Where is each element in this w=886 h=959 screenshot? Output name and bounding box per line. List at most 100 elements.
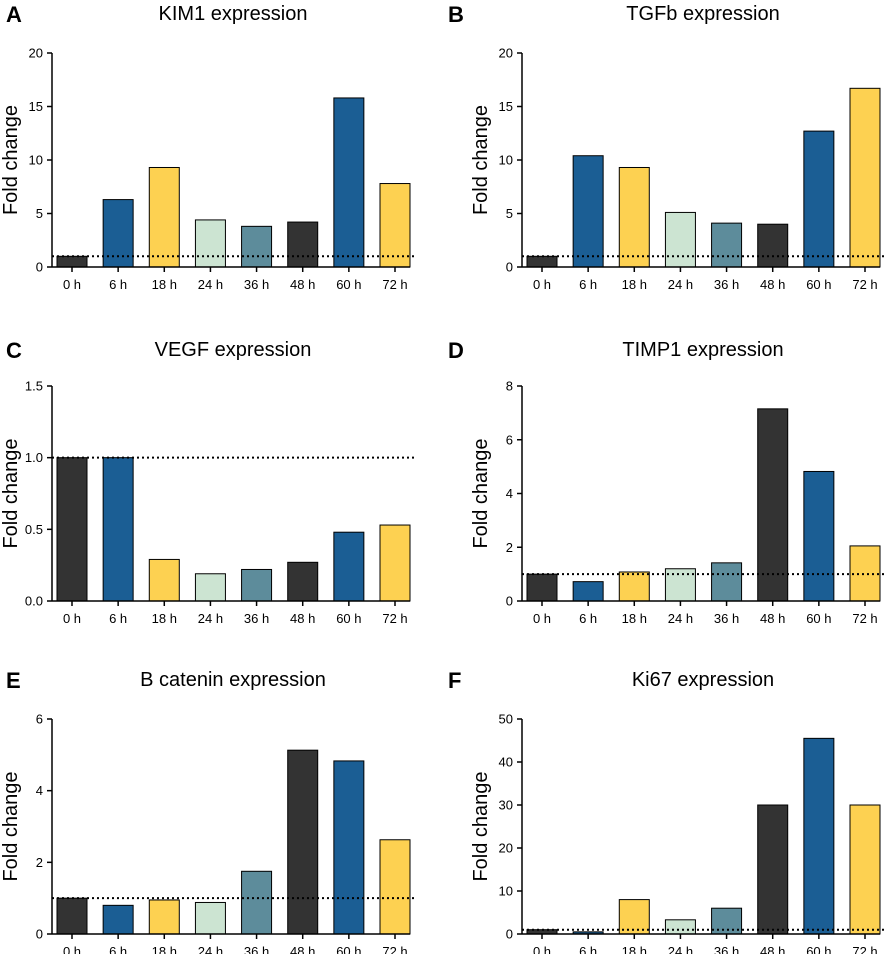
- y-tick-label: 10: [29, 153, 43, 168]
- bar-48h: [287, 221, 319, 268]
- y-tick-label: 0: [506, 260, 513, 275]
- y-tick-label: 1.5: [25, 379, 43, 394]
- panel-letter: D: [448, 338, 464, 363]
- bar-72h: [849, 87, 881, 268]
- bar-72h: [849, 804, 881, 935]
- x-tick-label: 0 h: [63, 277, 81, 292]
- x-tick-label: 72 h: [852, 611, 877, 626]
- y-tick-label: 6: [506, 432, 513, 447]
- chart-title: KIM1 expression: [159, 3, 308, 25]
- y-tick-label: 30: [499, 798, 513, 813]
- bar-72h: [849, 545, 881, 602]
- x-tick-label: 18 h: [622, 277, 647, 292]
- y-tick-label: 15: [499, 99, 513, 114]
- x-tick-label: 18 h: [622, 944, 647, 954]
- bar-6h: [102, 457, 134, 602]
- y-tick-label: 1.0: [25, 450, 43, 465]
- bar-0h: [56, 897, 88, 935]
- chart-panel-c: C VEGF expression Fold change 0 h 6 h 18 h 24 …: [0, 338, 415, 626]
- y-tick-label: 4: [36, 783, 43, 798]
- y-tick-label: 10: [499, 884, 513, 899]
- chart-panel-a: A KIM1 expression Fold change 0 h 6 h 18 h 24 …: [0, 2, 415, 292]
- x-tick-label: 24 h: [198, 944, 223, 954]
- x-tick-label: 6 h: [579, 944, 597, 954]
- x-tick-label: 48 h: [290, 611, 315, 626]
- x-tick-label: 72 h: [852, 277, 877, 292]
- x-tick-label: 24 h: [668, 944, 693, 954]
- x-tick-label: 18 h: [622, 611, 647, 626]
- x-tick-label: 72 h: [382, 944, 407, 954]
- bar-24h: [664, 211, 696, 268]
- y-tick-label: 15: [29, 99, 43, 114]
- panel-letter: C: [6, 338, 22, 363]
- y-tick-label: 0.5: [25, 522, 43, 537]
- bar-48h: [757, 223, 789, 268]
- bar-36h: [241, 568, 273, 602]
- bar-36h: [711, 562, 743, 602]
- bar-60h: [803, 737, 835, 935]
- bar-72h: [379, 524, 411, 602]
- x-tick-label: 36 h: [714, 277, 739, 292]
- bar-72h: [379, 183, 411, 268]
- x-tick-label: 18 h: [152, 611, 177, 626]
- bar-48h: [757, 408, 789, 602]
- bar-60h: [333, 531, 365, 602]
- bar-36h: [711, 907, 743, 935]
- x-tick-label: 60 h: [806, 611, 831, 626]
- x-tick-label: 48 h: [760, 611, 785, 626]
- bar-36h: [711, 222, 743, 268]
- bar-24h: [194, 901, 226, 935]
- bar-24h: [194, 219, 226, 268]
- bar-60h: [333, 97, 365, 268]
- y-tick-label: 20: [499, 46, 513, 61]
- y-axis-label: Fold change: [0, 771, 22, 881]
- x-tick-label: 6 h: [109, 944, 127, 954]
- y-tick-label: 40: [499, 755, 513, 770]
- chart-title: TIMP1 expression: [622, 339, 783, 361]
- chart-title: TGFb expression: [626, 3, 779, 25]
- x-tick-label: 36 h: [714, 944, 739, 954]
- x-tick-label: 0 h: [533, 611, 551, 626]
- bar-72h: [379, 839, 411, 935]
- chart-panel-e: E B catenin expression Fold change 0 h 6 h 18…: [0, 668, 415, 959]
- bar-6h: [102, 904, 134, 935]
- bar-24h: [664, 568, 696, 602]
- x-tick-label: 60 h: [336, 277, 361, 292]
- chart-title: B catenin expression: [140, 669, 326, 691]
- bar-24h: [664, 919, 696, 935]
- x-tick-label: 6 h: [109, 277, 127, 292]
- x-tick-label: 0 h: [63, 611, 81, 626]
- panel-letter: E: [6, 668, 21, 693]
- x-tick-label: 72 h: [382, 611, 407, 626]
- bar-48h: [287, 561, 319, 602]
- y-tick-label: 0: [36, 260, 43, 275]
- y-tick-label: 0.0: [25, 594, 43, 609]
- panel-letter: B: [448, 2, 464, 27]
- chart-panel-f: F Ki67 expression Fold change 0 h 6 h 18 h 24 …: [448, 668, 885, 959]
- y-axis-label: Fold change: [0, 438, 22, 548]
- x-tick-label: 48 h: [290, 277, 315, 292]
- y-tick-label: 2: [36, 855, 43, 870]
- panel-letter: F: [448, 668, 461, 693]
- bar-60h: [333, 760, 365, 935]
- x-tick-label: 18 h: [152, 944, 177, 954]
- x-tick-label: 36 h: [244, 944, 269, 954]
- x-tick-label: 24 h: [668, 277, 693, 292]
- x-tick-label: 60 h: [336, 944, 361, 954]
- bar-24h: [194, 573, 226, 602]
- chart-panel-b: B TGFb expression Fold change 0 h 6 h 18 h 24 …: [448, 2, 885, 292]
- bar-60h: [803, 130, 835, 268]
- x-tick-label: 60 h: [806, 277, 831, 292]
- x-tick-label: 6 h: [579, 611, 597, 626]
- y-tick-label: 10: [499, 153, 513, 168]
- chart-title: Ki67 expression: [632, 669, 774, 691]
- y-tick-label: 5: [36, 206, 43, 221]
- bar-18h: [618, 899, 650, 935]
- x-tick-label: 60 h: [336, 611, 361, 626]
- bar-48h: [287, 749, 319, 935]
- x-tick-label: 36 h: [244, 277, 269, 292]
- bar-18h: [148, 899, 180, 935]
- chart-title: VEGF expression: [155, 339, 312, 361]
